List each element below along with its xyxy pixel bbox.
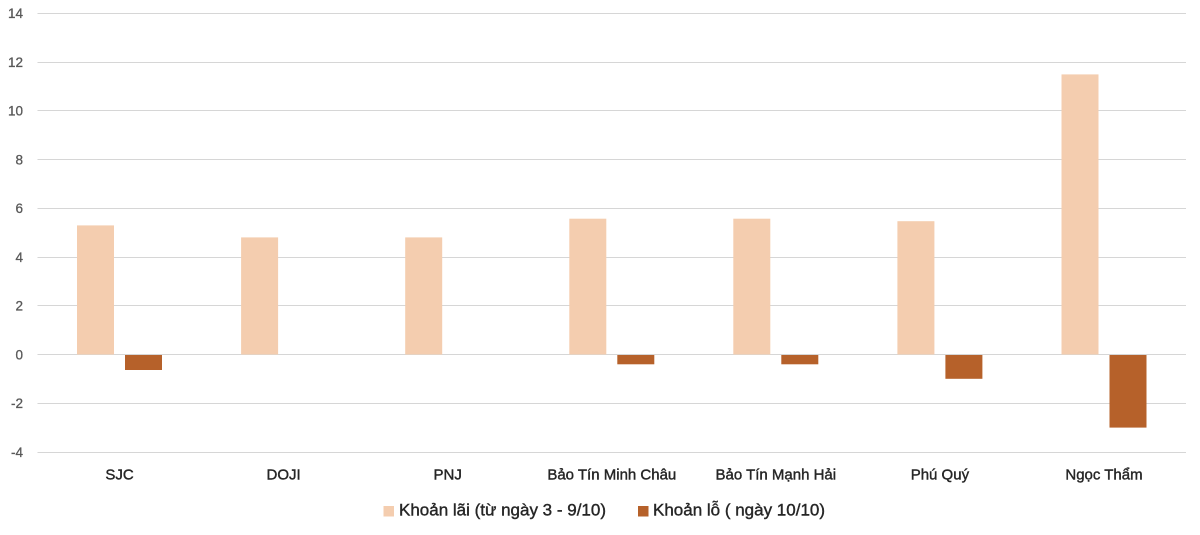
- svg-text:0: 0: [15, 347, 23, 362]
- svg-text:Bảo Tín Minh Châu: Bảo Tín Minh Châu: [547, 466, 676, 483]
- svg-text:Phú Quý: Phú Quý: [911, 466, 970, 483]
- svg-text:6: 6: [15, 201, 23, 216]
- svg-text:12: 12: [8, 55, 23, 70]
- svg-text:SJC: SJC: [105, 466, 134, 483]
- svg-text:10: 10: [8, 104, 23, 119]
- svg-text:Bảo Tín Mạnh Hải: Bảo Tín Mạnh Hải: [715, 466, 836, 483]
- svg-text:14: 14: [8, 6, 24, 21]
- svg-text:-2: -2: [11, 396, 23, 411]
- svg-text:DOJI: DOJI: [267, 466, 301, 483]
- svg-text:-4: -4: [11, 445, 23, 460]
- svg-text:PNJ: PNJ: [434, 466, 462, 483]
- svg-text:Khoản lãi (từ ngày 3 - 9/10): Khoản lãi (từ ngày 3 - 9/10): [399, 501, 606, 520]
- svg-text:Khoản lỗ ( ngày 10/10): Khoản lỗ ( ngày 10/10): [653, 501, 825, 520]
- svg-text:2: 2: [15, 299, 23, 314]
- svg-text:8: 8: [15, 152, 23, 167]
- svg-text:4: 4: [15, 250, 23, 265]
- svg-text:Ngọc Thẩm: Ngọc Thẩm: [1065, 466, 1142, 483]
